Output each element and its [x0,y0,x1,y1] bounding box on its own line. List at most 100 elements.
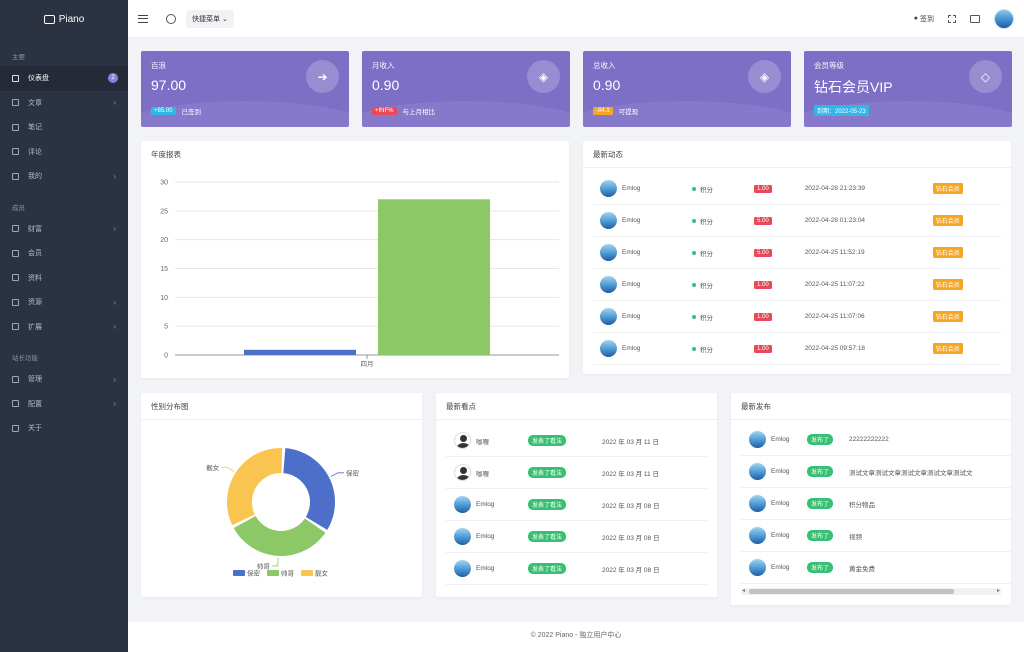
stat-title: 百浪 [151,61,166,70]
stat-footer: -84.1 可提现 [593,106,638,116]
y-tick-label: 15 [160,266,168,273]
manage-icon [12,375,19,383]
globe-icon[interactable] [166,13,176,24]
viewpoint-user: Emlog [476,533,495,540]
activity-row[interactable]: Emlog 积分 1.00 2022-04-28 21:23:39 钻石会员 [593,173,1001,205]
signin-button[interactable]: ● 签到 [914,14,934,24]
viewpoint-row[interactable]: Emlog 发表了看法 2022 年 03 月 08 日 [446,553,707,585]
activity-row[interactable]: Emlog 积分 1.00 2022-04-25 11:07:22 钻石会员 [593,269,1001,301]
sidebar-item[interactable]: 资料 [0,266,128,291]
member-level-badge: 钻石会员 [932,247,963,258]
scrollbar-thumb[interactable] [749,589,954,594]
scroll-right-icon[interactable]: ▸ [996,588,1000,594]
sidebar-item[interactable]: 我的 › [0,164,128,189]
post-content: 黄金免费 [849,565,876,573]
stat-icon-glyph: ➔ [317,69,328,84]
sidebar-item-label: 资源 [28,299,42,307]
user-avatar [749,463,766,480]
fish-icon: ➔ [306,60,339,93]
activity-user: Emlog [622,249,641,256]
post-action-badge: 发布了 [807,466,834,477]
sidebar-item-label: 配置 [28,400,42,408]
topbar: 快捷菜单 ⌄ ● 签到 [128,0,1024,38]
sidebar-item[interactable]: 仪表盘 2 [0,66,128,91]
annual-bar-chart: 0 5 10 15 20 25 30 四月 [160,180,559,368]
post-user: Emlog [771,468,790,475]
activity-amount: 1.00 [754,344,772,353]
y-tick-label: 10 [160,295,168,302]
user-avatar[interactable] [994,8,1014,29]
stat-note: 可提现 [618,109,639,116]
sidebar-item[interactable]: 管理 › [0,367,128,392]
viewpoint-user: Emlog [476,565,495,572]
comment-icon [12,148,19,156]
viewpoint-user: 咖喱 [476,470,489,478]
activity-user: Emlog [622,345,641,352]
sidebar: Piano 主要 仪表盘 2 文章 › 笔记 评论 我的 › 成员 财富 › 会员 资料 资源 › 扩展 ›… [0,0,128,652]
sidebar-item[interactable]: 文章 › [0,91,128,116]
stat-title: 月收入 [372,61,395,70]
post-user: Emlog [771,436,790,443]
legend-swatch[interactable] [267,570,279,576]
viewpoint-row[interactable]: Emlog 发表了看法 2022 年 03 月 08 日 [446,521,707,553]
window-icon[interactable] [970,14,980,23]
sidebar-item-label: 财富 [28,225,42,233]
chevron-right-icon: › [113,224,116,234]
sidebar-item[interactable]: 关于 [0,416,128,441]
bar[interactable] [244,349,356,355]
sidebar-item[interactable]: 配置 › [0,392,128,417]
activity-type: 积分 [700,218,713,226]
stat-title: 会员等级 [814,61,844,70]
scroll-left-icon[interactable]: ◂ [742,588,746,594]
sidebar-item[interactable]: 会员 [0,241,128,266]
post-action-badge: 发布了 [807,530,834,541]
post-row[interactable]: Emlog 发布了 视频 [741,520,1011,552]
post-content: 测试文章测试文章测试文章测试文章测试文 [849,469,973,477]
stat-icon-glyph: ◈ [538,69,549,84]
gender-title: 性别分布图 [141,393,422,420]
legend-swatch[interactable] [233,570,245,576]
viewpoint-row[interactable]: 咖喱 发表了看法 2022 年 03 月 11 日 [446,425,707,457]
horizontal-scrollbar[interactable]: ◂ ▸ [741,588,1001,595]
activity-time: 2022-04-28 21:23:39 [804,185,866,192]
dashboard-icon [12,74,19,82]
legend-swatch[interactable] [301,570,313,576]
donut-slice[interactable] [283,448,335,530]
user-avatar [600,244,617,261]
donut-slice[interactable] [227,448,283,526]
menu-toggle-icon[interactable] [138,14,148,23]
post-row[interactable]: Emlog 发布了 积分物品 [741,488,1011,520]
viewpoint-action-badge: 发表了看法 [528,499,567,510]
user-avatar [454,496,471,513]
activity-row[interactable]: Emlog 积分 1.00 2022-04-25 09:57:18 钻石会员 [593,333,1001,365]
brand-logo[interactable]: Piano [0,0,128,38]
piano-logo-icon [43,14,55,24]
y-tick-label: 0 [164,353,168,360]
stat-tag: +INF% [372,107,397,115]
member-level-badge: 钻石会员 [932,215,963,226]
activity-time: 2022-04-25 09:57:18 [804,345,866,352]
activity-row[interactable]: Emlog 积分 5.00 2022-04-28 01:23:04 钻石会员 [593,205,1001,237]
post-action-badge: 发布了 [807,434,834,445]
activity-row[interactable]: Emlog 积分 5.00 2022-04-25 11:52:19 钻石会员 [593,237,1001,269]
bar[interactable] [378,199,490,355]
stat-card: 会员等级 钻石会员VIP ◇ 到期：2022-05-23 [804,51,1012,127]
sidebar-item[interactable]: 笔记 [0,115,128,140]
viewpoint-row[interactable]: 咖喱 发表了看法 2022 年 03 月 11 日 [446,457,707,489]
signin-label: 签到 [920,15,934,23]
activity-row[interactable]: Emlog 积分 1.00 2022-04-25 11:07:06 钻石会员 [593,301,1001,333]
viewpoint-row[interactable]: Emlog 发表了看法 2022 年 03 月 08 日 [446,489,707,521]
quick-menu-dropdown[interactable]: 快捷菜单 ⌄ [186,9,234,28]
post-row[interactable]: Emlog 发布了 黄金免费 [741,552,1011,584]
sidebar-item[interactable]: 扩展 › [0,315,128,340]
diamond-icon: ◇ [969,60,1002,93]
post-row[interactable]: Emlog 发布了 22222222222 [741,424,1011,456]
sidebar-item[interactable]: 评论 [0,140,128,165]
post-row[interactable]: Emlog 发布了 测试文章测试文章测试文章测试文章测试文 [741,456,1011,488]
fullscreen-icon[interactable] [948,14,956,23]
donut-slice[interactable] [233,515,326,556]
activity-amount: 1.00 [754,312,772,321]
sidebar-item[interactable]: 资源 › [0,290,128,315]
sidebar-item[interactable]: 财富 › [0,217,128,242]
post-content: 积分物品 [849,501,876,509]
